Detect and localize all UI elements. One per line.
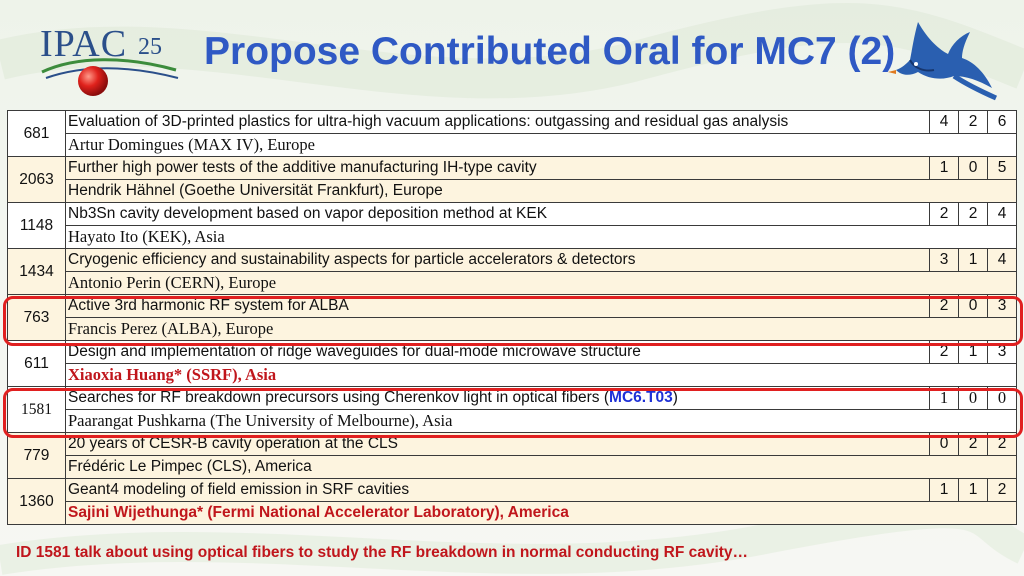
- abstract-title: Geant4 modeling of field emission in SRF…: [65, 478, 930, 502]
- abstract-id: 779: [7, 432, 66, 479]
- author: Frédéric Le Pimpec (CLS), America: [65, 455, 1017, 479]
- author: Antonio Perin (CERN), Europe: [65, 271, 1017, 295]
- score-1: 1: [929, 478, 959, 502]
- score-total: 3: [987, 340, 1017, 364]
- abstract-title: Nb3Sn cavity development based on vapor …: [65, 202, 930, 226]
- ipac-logo: IPAC 25: [36, 20, 186, 100]
- score-2: 2: [958, 110, 988, 134]
- score-2: 2: [958, 202, 988, 226]
- abstract-id: 1360: [7, 478, 66, 525]
- table-row: 1148 Nb3Sn cavity development based on v…: [7, 202, 1017, 249]
- score-total: 3: [987, 294, 1017, 318]
- logo-year: 25: [138, 34, 162, 60]
- table-row: 1360 Geant4 modeling of field emission i…: [7, 478, 1017, 525]
- score-total: 2: [987, 478, 1017, 502]
- table-row: 2063 Further high power tests of the add…: [7, 156, 1017, 203]
- table-row: 681 Evaluation of 3D-printed plastics fo…: [7, 110, 1017, 157]
- abstract-id: 681: [7, 110, 66, 157]
- abstract-title: Design and implementation of ridge waveg…: [65, 340, 930, 364]
- author: Artur Domingues (MAX IV), Europe: [65, 133, 1017, 157]
- author: Paarangat Pushkarna (The University of M…: [65, 409, 1017, 433]
- score-2: 1: [958, 248, 988, 272]
- abstract-id: 1581: [7, 386, 66, 433]
- author: Francis Perez (ALBA), Europe: [65, 317, 1017, 341]
- score-1: 2: [929, 202, 959, 226]
- score-1: 1: [929, 156, 959, 180]
- table-row: Frédéric Le Pimpec (CLS), America: [8, 455, 1017, 479]
- abstract-id: 611: [7, 340, 66, 387]
- cross-reference-link[interactable]: MC6.T03: [609, 389, 673, 406]
- table-row: Hendrik Hähnel (Goethe Universität Frank…: [8, 179, 1017, 203]
- table-row: 1434 Cryogenic efficiency and sustainabi…: [7, 248, 1017, 295]
- abstract-title: Evaluation of 3D-printed plastics for ul…: [65, 110, 930, 134]
- abstract-title: Cryogenic efficiency and sustainability …: [65, 248, 930, 272]
- score-total: 4: [987, 248, 1017, 272]
- blue-bird-icon: [888, 22, 998, 101]
- score-total: 5: [987, 156, 1017, 180]
- table-row: 763 Active 3rd harmonic RF system for AL…: [7, 294, 1017, 341]
- abstract-id: 2063: [7, 156, 66, 203]
- score-1: 2: [929, 340, 959, 364]
- author: Hayato Ito (KEK), Asia: [65, 225, 1017, 249]
- abstract-id: 763: [7, 294, 66, 341]
- table-row: 779 20 years of CESR-B cavity operation …: [7, 432, 1017, 479]
- title-text: ): [672, 389, 678, 406]
- table-row: Paarangat Pushkarna (The University of M…: [8, 409, 1017, 433]
- red-ball-icon: [78, 66, 108, 96]
- score-1: 2: [929, 294, 959, 318]
- table-row: Sajini Wijethunga* (Fermi National Accel…: [8, 501, 1017, 525]
- abstract-title: Searches for RF breakdown precursors usi…: [65, 386, 930, 410]
- logo-text: IPAC: [40, 23, 128, 65]
- abstract-title: Active 3rd harmonic RF system for ALBA: [65, 294, 930, 318]
- abstract-title: 20 years of CESR-B cavity operation at t…: [65, 432, 930, 456]
- score-2: 0: [958, 156, 988, 180]
- table-row: 611 Design and implementation of ridge w…: [7, 340, 1017, 387]
- table-row: Antonio Perin (CERN), Europe: [8, 271, 1017, 295]
- footnote: ID 1581 talk about using optical fibers …: [16, 544, 749, 561]
- author: Xiaoxia Huang* (SSRF), Asia: [65, 363, 1017, 387]
- score-total: 4: [987, 202, 1017, 226]
- table-row: Xiaoxia Huang* (SSRF), Asia: [8, 363, 1017, 387]
- score-2: 1: [958, 478, 988, 502]
- abstract-id: 1434: [7, 248, 66, 295]
- abstract-title: Further high power tests of the additive…: [65, 156, 930, 180]
- score-total: 0: [987, 386, 1017, 410]
- table-row: 1581 Searches for RF breakdown precursor…: [7, 386, 1017, 433]
- score-total: 2: [987, 432, 1017, 456]
- score-total: 6: [987, 110, 1017, 134]
- table-row: Francis Perez (ALBA), Europe: [8, 317, 1017, 341]
- table-row: Hayato Ito (KEK), Asia: [8, 225, 1017, 249]
- score-1: 1: [929, 386, 959, 410]
- score-1: 0: [929, 432, 959, 456]
- score-1: 3: [929, 248, 959, 272]
- score-2: 2: [958, 432, 988, 456]
- author: Sajini Wijethunga* (Fermi National Accel…: [65, 501, 1017, 525]
- score-2: 1: [958, 340, 988, 364]
- submissions-table: 681 Evaluation of 3D-printed plastics fo…: [7, 110, 1017, 525]
- title-text: Searches for RF breakdown precursors usi…: [68, 389, 610, 406]
- page-title: Propose Contributed Oral for MC7 (2): [204, 30, 896, 73]
- score-2: 0: [958, 294, 988, 318]
- score-2: 0: [958, 386, 988, 410]
- table-row: Artur Domingues (MAX IV), Europe: [8, 133, 1017, 157]
- author: Hendrik Hähnel (Goethe Universität Frank…: [65, 179, 1017, 203]
- score-1: 4: [929, 110, 959, 134]
- abstract-id: 1148: [7, 202, 66, 249]
